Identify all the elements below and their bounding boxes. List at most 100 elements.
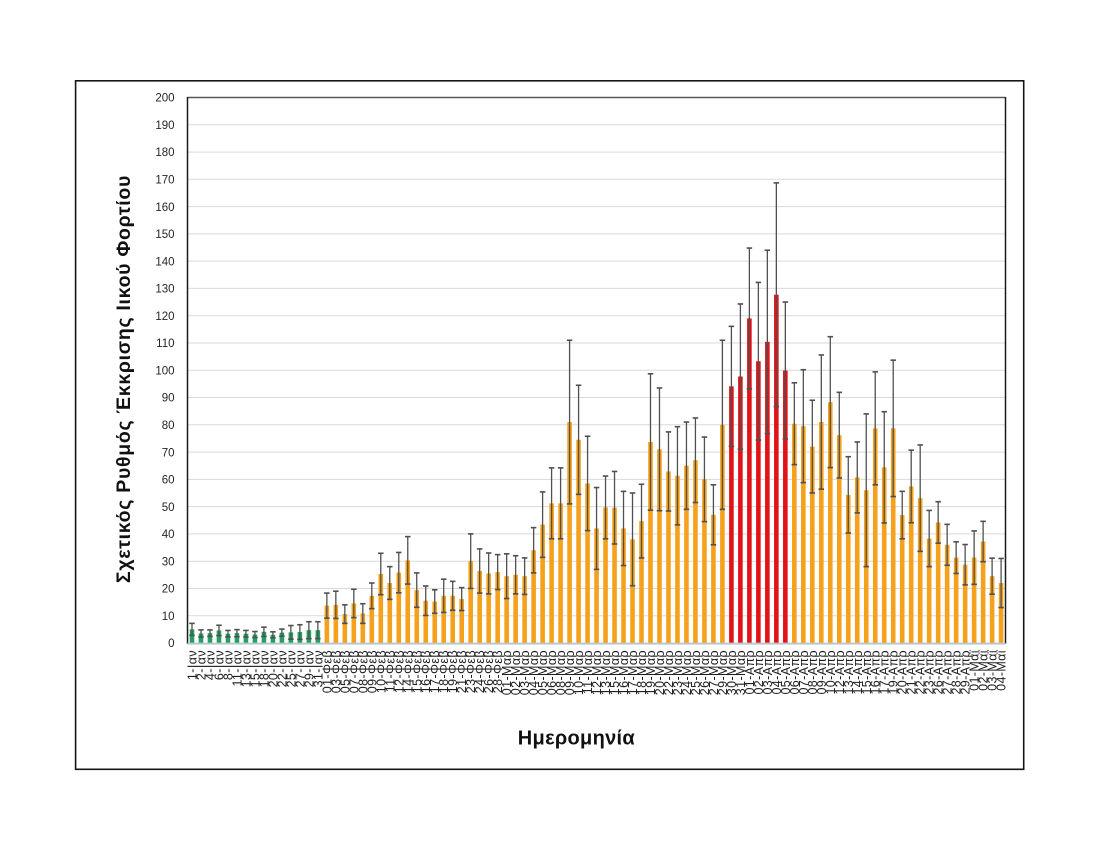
svg-text:28-Φεβ: 28-Φεβ <box>491 650 505 693</box>
svg-text:15-Ιαν: 15-Ιαν <box>248 650 262 687</box>
svg-text:26-Απρ: 26-Απρ <box>932 650 946 695</box>
svg-text:100: 100 <box>155 365 174 377</box>
svg-text:80: 80 <box>162 420 175 432</box>
svg-text:24-Μαρ: 24-Μαρ <box>680 650 694 695</box>
svg-text:07-Απρ: 07-Απρ <box>797 650 811 695</box>
svg-text:Ημερομηνία: Ημερομηνία <box>518 728 636 750</box>
svg-text:90: 90 <box>162 393 175 405</box>
svg-text:27-Μαρ: 27-Μαρ <box>707 650 721 695</box>
svg-text:31-Ιαν: 31-Ιαν <box>311 650 325 687</box>
svg-text:03-Φεβ: 03-Φεβ <box>329 650 343 693</box>
svg-text:19-Μαρ: 19-Μαρ <box>644 650 658 695</box>
svg-text:20-Μαρ: 20-Μαρ <box>653 650 667 695</box>
svg-text:05-Απρ: 05-Απρ <box>779 650 793 695</box>
svg-text:29-Ιαν: 29-Ιαν <box>302 650 316 687</box>
svg-text:04-Μαϊ: 04-Μαϊ <box>995 649 1009 691</box>
svg-text:190: 190 <box>155 120 174 132</box>
svg-text:31-Μαρ: 31-Μαρ <box>734 650 748 695</box>
svg-text:04-Απρ: 04-Απρ <box>770 650 784 695</box>
svg-text:18-Ιαν: 18-Ιαν <box>257 650 271 687</box>
svg-text:03-Μαρ: 03-Μαρ <box>518 650 532 695</box>
svg-text:15-Φεβ: 15-Φεβ <box>410 650 424 693</box>
svg-text:160: 160 <box>155 202 174 214</box>
svg-text:110: 110 <box>156 338 174 350</box>
svg-text:170: 170 <box>155 175 174 187</box>
svg-text:27-Απρ: 27-Απρ <box>941 650 955 695</box>
svg-text:1-Ιαν: 1-Ιαν <box>186 650 200 680</box>
svg-text:13-Απρ: 13-Απρ <box>842 650 856 695</box>
svg-text:29-Απρ: 29-Απρ <box>959 650 973 695</box>
svg-text:18-Μαρ: 18-Μαρ <box>635 650 649 695</box>
svg-text:19-Απρ: 19-Απρ <box>887 650 901 695</box>
svg-text:11-Μαρ: 11-Μαρ <box>581 650 595 694</box>
svg-text:15-Απρ: 15-Απρ <box>860 650 874 695</box>
svg-text:20-Απρ: 20-Απρ <box>896 650 910 695</box>
svg-text:10: 10 <box>162 611 175 623</box>
svg-text:20-Ιαν: 20-Ιαν <box>266 650 280 687</box>
svg-text:50: 50 <box>162 502 175 514</box>
svg-text:05-Φεβ: 05-Φεβ <box>338 650 352 693</box>
svg-text:4-Ιαν: 4-Ιαν <box>203 650 217 680</box>
svg-text:23-Φεβ: 23-Φεβ <box>464 650 478 693</box>
svg-text:04-Μαρ: 04-Μαρ <box>527 650 541 695</box>
svg-text:10-Απρ: 10-Απρ <box>824 650 838 695</box>
svg-text:28-Απρ: 28-Απρ <box>950 650 964 695</box>
svg-text:25-Ιαν: 25-Ιαν <box>284 650 298 687</box>
svg-text:05-Μαρ: 05-Μαρ <box>536 650 550 695</box>
svg-text:16-Φεβ: 16-Φεβ <box>419 650 433 693</box>
svg-text:01-Μαϊ: 01-Μαϊ <box>968 649 982 691</box>
svg-text:140: 140 <box>155 256 174 268</box>
svg-text:06-Μαρ: 06-Μαρ <box>545 650 559 695</box>
svg-text:70: 70 <box>162 447 175 459</box>
svg-text:2-Ιαν: 2-Ιαν <box>194 650 208 680</box>
svg-text:27-Ιαν: 27-Ιαν <box>293 650 307 687</box>
svg-text:01-Μαρ: 01-Μαρ <box>500 650 514 695</box>
svg-text:180: 180 <box>155 147 174 159</box>
svg-text:22-Μαρ: 22-Μαρ <box>662 650 676 695</box>
svg-text:25-Μαρ: 25-Μαρ <box>689 650 703 695</box>
svg-text:08-Μαρ: 08-Μαρ <box>554 650 568 695</box>
svg-text:08-Απρ: 08-Απρ <box>806 650 820 695</box>
svg-text:14-Φεβ: 14-Φεβ <box>401 650 415 693</box>
svg-text:20: 20 <box>162 584 175 596</box>
svg-text:17-Μαρ: 17-Μαρ <box>626 650 640 695</box>
svg-text:26-Μαρ: 26-Μαρ <box>698 650 712 695</box>
svg-text:02-Απρ: 02-Απρ <box>752 650 766 695</box>
svg-text:12-Μαρ: 12-Μαρ <box>590 650 604 695</box>
svg-text:15-Μαρ: 15-Μαρ <box>608 650 622 695</box>
svg-text:23-Μαρ: 23-Μαρ <box>671 650 685 695</box>
svg-text:09-Φεβ: 09-Φεβ <box>365 650 379 693</box>
svg-text:30: 30 <box>162 556 175 568</box>
svg-text:60: 60 <box>162 475 175 487</box>
svg-text:12-Απρ: 12-Απρ <box>833 650 847 695</box>
svg-text:11-Φεβ: 11-Φεβ <box>383 650 397 692</box>
svg-text:09-Μαρ: 09-Μαρ <box>563 650 577 695</box>
svg-text:30-Μαρ: 30-Μαρ <box>725 650 739 695</box>
svg-text:23-Απρ: 23-Απρ <box>923 650 937 695</box>
svg-text:02-Μαϊ: 02-Μαϊ <box>977 649 991 691</box>
svg-text:16-Μαρ: 16-Μαρ <box>617 650 631 695</box>
svg-text:03-Απρ: 03-Απρ <box>761 650 775 695</box>
svg-text:03-Μαϊ: 03-Μαϊ <box>986 649 1000 691</box>
svg-text:10-Φεβ: 10-Φεβ <box>374 650 388 693</box>
svg-text:150: 150 <box>155 229 174 241</box>
svg-text:06-Απρ: 06-Απρ <box>788 650 802 695</box>
svg-text:19-Φεβ: 19-Φεβ <box>446 650 460 693</box>
svg-text:130: 130 <box>155 284 174 296</box>
svg-text:02-Μαρ: 02-Μαρ <box>509 650 523 695</box>
svg-text:8-Ιαν: 8-Ιαν <box>221 650 235 680</box>
svg-text:11-Ιαν: 11-Ιαν <box>230 650 244 687</box>
svg-text:Σχετικός Ρυθμός Έκκρισης Ιικού: Σχετικός Ρυθμός Έκκρισης Ιικού Φορτίου <box>113 175 135 583</box>
svg-text:12-Φεβ: 12-Φεβ <box>392 650 406 693</box>
svg-text:29-Μαρ: 29-Μαρ <box>716 650 730 695</box>
svg-text:22-Ιαν: 22-Ιαν <box>275 650 289 687</box>
svg-text:14-Απρ: 14-Απρ <box>851 650 865 695</box>
svg-text:01-Απρ: 01-Απρ <box>743 650 757 695</box>
svg-text:6-Ιαν: 6-Ιαν <box>212 650 226 680</box>
svg-text:18-Φεβ: 18-Φεβ <box>437 650 451 693</box>
svg-text:10-Μαρ: 10-Μαρ <box>572 650 586 695</box>
svg-text:21-Φεβ: 21-Φεβ <box>455 650 469 693</box>
svg-text:09-Απρ: 09-Απρ <box>815 650 829 695</box>
svg-text:07-Φεβ: 07-Φεβ <box>347 650 361 693</box>
svg-text:22-Απρ: 22-Απρ <box>914 650 928 695</box>
